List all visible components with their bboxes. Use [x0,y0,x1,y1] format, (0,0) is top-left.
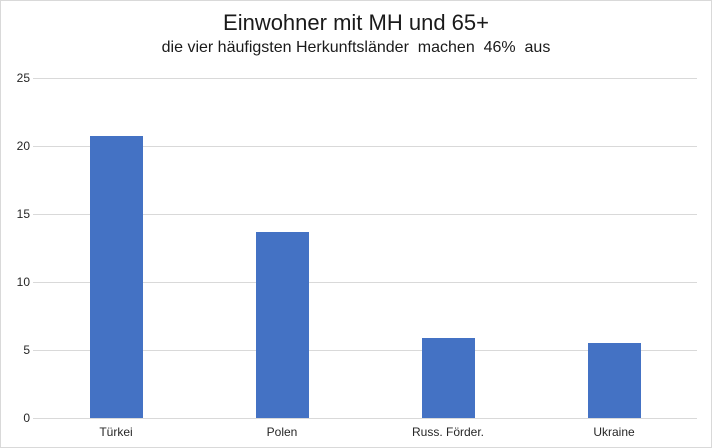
bar-2 [255,231,309,418]
bar-1 [89,136,143,418]
x-axis: Türkei Polen Russ. Förder. Ukraine [33,425,697,439]
gridline-10 [33,282,697,283]
y-tick-label-5: 5 [23,343,30,357]
y-axis: 0 5 10 15 20 25 [1,71,30,425]
bars-row [33,78,697,418]
bar-slot-3 [365,78,531,418]
y-tick-label-25: 25 [16,71,30,85]
chart-title: Einwohner mit MH und 65+ [223,10,489,35]
gridline-25 [33,78,697,79]
bar-4 [587,343,641,418]
y-tick-label-10: 10 [16,275,30,289]
gridline-0 [33,418,697,419]
plot-area [33,78,697,419]
gridline-15 [33,214,697,215]
gridline-20 [33,146,697,147]
x-category-label-4: Ukraine [593,425,635,439]
bar-slot-4 [531,78,697,418]
x-category-label-1: Türkei [99,425,133,439]
bar-slot-1 [33,78,199,418]
x-category-label-3: Russ. Förder. [411,425,485,439]
bar-3 [421,337,475,418]
y-tick-label-0: 0 [23,411,30,425]
bar-slot-2 [199,78,365,418]
y-tick-label-20: 20 [16,139,30,153]
x-category-label-2: Polen [266,425,298,439]
y-tick-label-15: 15 [16,207,30,221]
gridline-5 [33,350,697,351]
chart-subtitle: die vier häufigsten Herkunftsländer mach… [161,39,551,56]
